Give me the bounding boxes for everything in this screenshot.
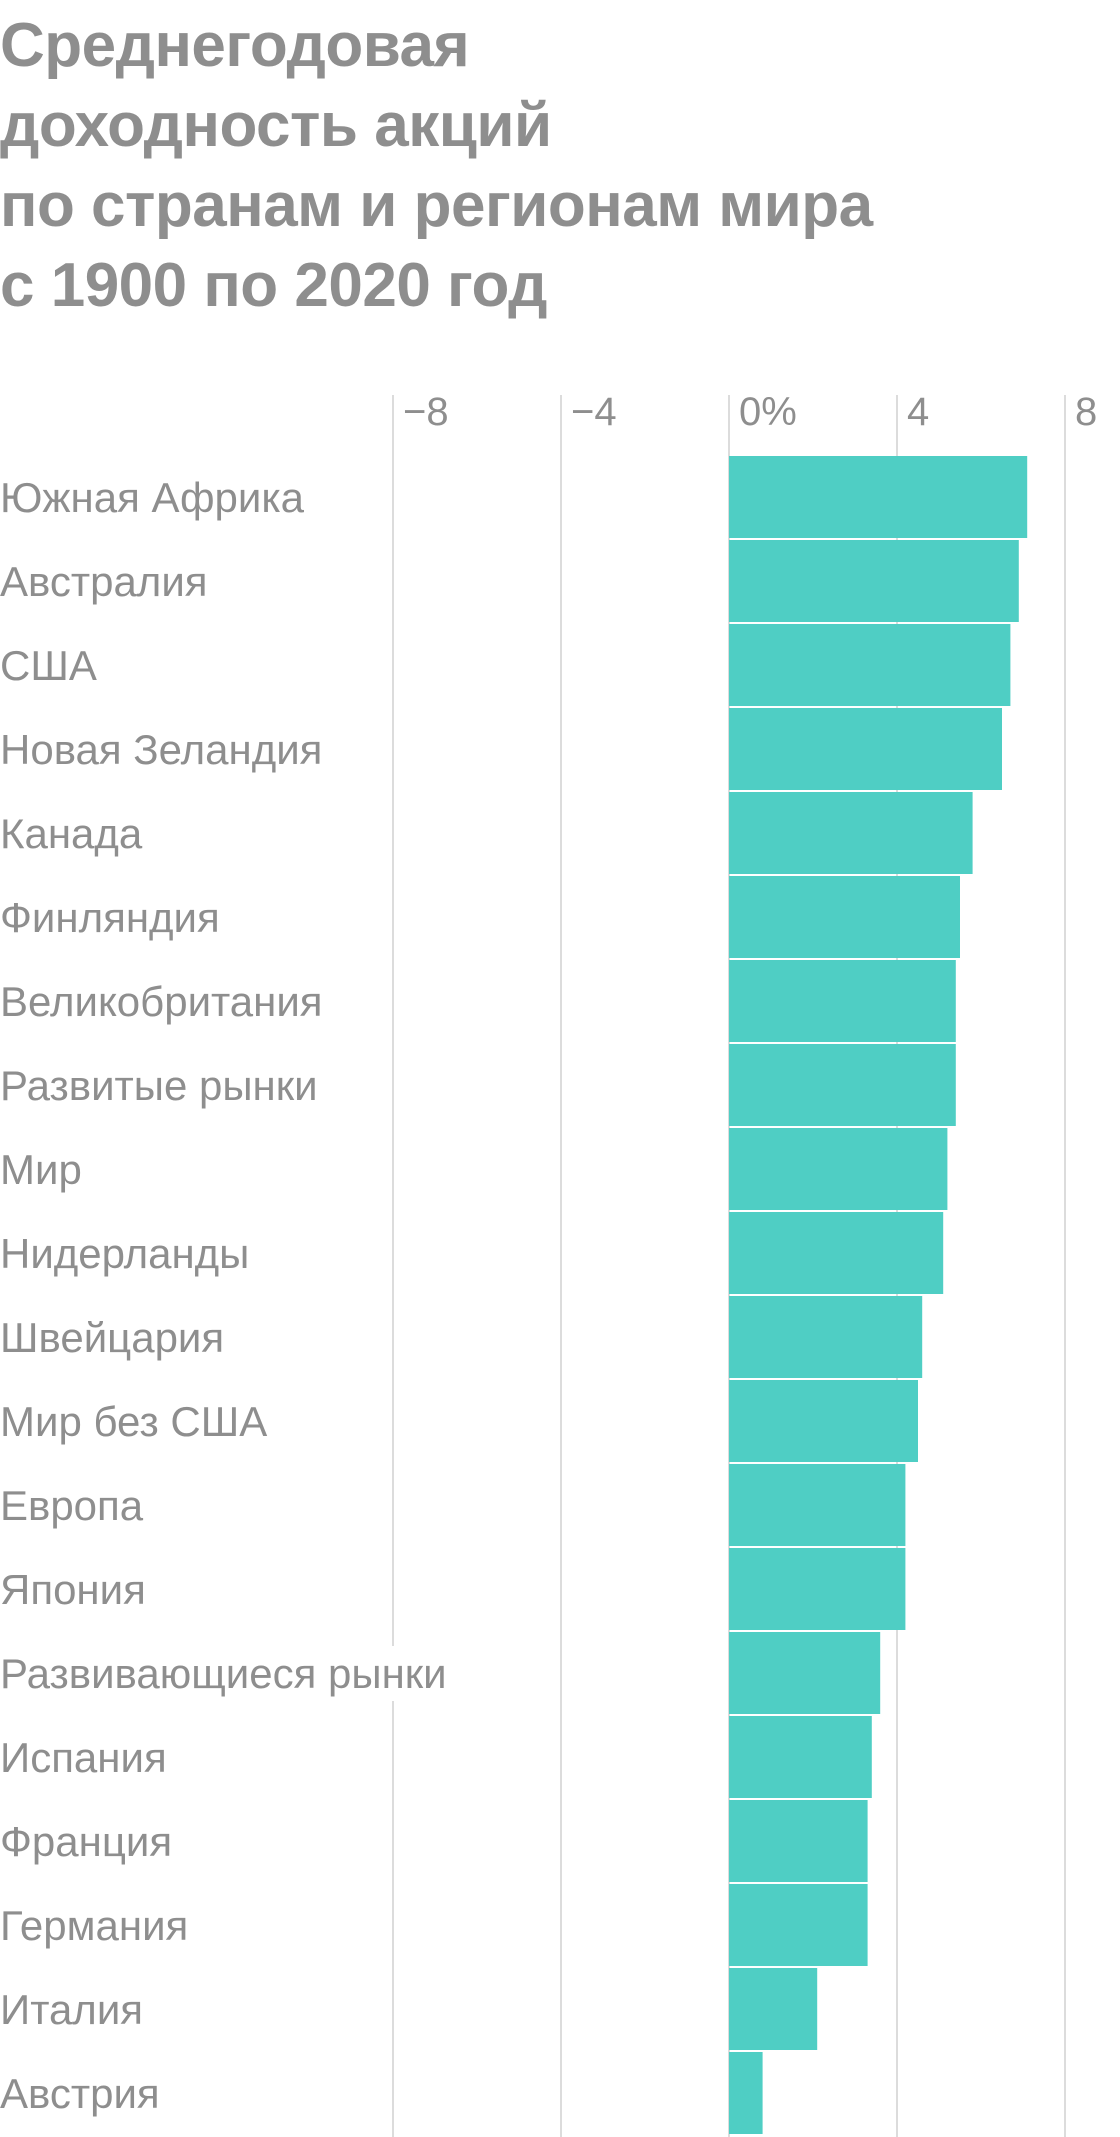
bar — [729, 540, 1019, 622]
bar — [729, 1884, 868, 1966]
category-label: Мир без США — [0, 1398, 267, 1445]
x-tick-label: −4 — [571, 390, 617, 434]
bars — [729, 456, 1028, 2134]
bar — [729, 1716, 872, 1798]
bar — [729, 1128, 948, 1210]
bar — [729, 708, 1002, 790]
x-tick-label: 4 — [907, 390, 929, 434]
bar — [729, 1464, 906, 1546]
bar — [729, 624, 1011, 706]
bar — [729, 1380, 918, 1462]
category-labels: Южная Африка Австралия США Новая Зеландия Ка… — [0, 474, 455, 2117]
bar — [729, 792, 973, 874]
category-label: Швейцария — [0, 1314, 224, 1361]
bar — [729, 1548, 906, 1630]
bar — [729, 1044, 956, 1126]
category-label: Испания — [0, 1734, 167, 1781]
category-label: Германия — [0, 1902, 188, 1949]
bar — [729, 1800, 868, 1882]
bar — [729, 1968, 818, 2050]
chart-title: Среднегодовая доходность акций по страна… — [0, 6, 1100, 326]
chart-title-line: Среднегодовая — [0, 11, 470, 80]
category-label: Франция — [0, 1818, 172, 1865]
category-label: Развитые рынки — [0, 1062, 318, 1109]
bar — [729, 456, 1028, 538]
x-tick-label: −8 — [403, 390, 449, 434]
category-label: Япония — [0, 1566, 146, 1613]
x-tick-label: 0% — [739, 390, 797, 434]
category-label: Европа — [0, 1482, 144, 1529]
category-label: США — [0, 642, 97, 689]
x-axis-ticks: −8 −4 0% 4 8 — [403, 390, 1097, 434]
category-label: Нидерланды — [0, 1230, 249, 1277]
bar — [729, 876, 960, 958]
category-label: Канада — [0, 810, 143, 857]
x-tick-label: 8 — [1075, 390, 1097, 434]
category-label: Мир — [0, 1146, 82, 1193]
bar — [729, 1632, 881, 1714]
category-label: Финляндия — [0, 894, 220, 941]
category-label: Италия — [0, 1986, 143, 2033]
category-label: Новая Зеландия — [0, 726, 322, 773]
category-label: Австралия — [0, 558, 208, 605]
category-label: Южная Африка — [0, 474, 305, 521]
bar — [729, 1212, 944, 1294]
bar — [729, 1296, 923, 1378]
chart-title-line: по странам и регионам мира — [0, 171, 873, 240]
category-label: Развивающиеся рынки — [0, 1650, 447, 1697]
category-label: Великобритания — [0, 978, 323, 1025]
chart-title-line: доходность акций — [0, 91, 552, 160]
label-background — [0, 1646, 455, 1701]
category-label: Австрия — [0, 2070, 160, 2117]
chart-title-line: с 1900 по 2020 год — [0, 251, 547, 320]
bar — [729, 2052, 763, 2134]
bar — [729, 960, 956, 1042]
